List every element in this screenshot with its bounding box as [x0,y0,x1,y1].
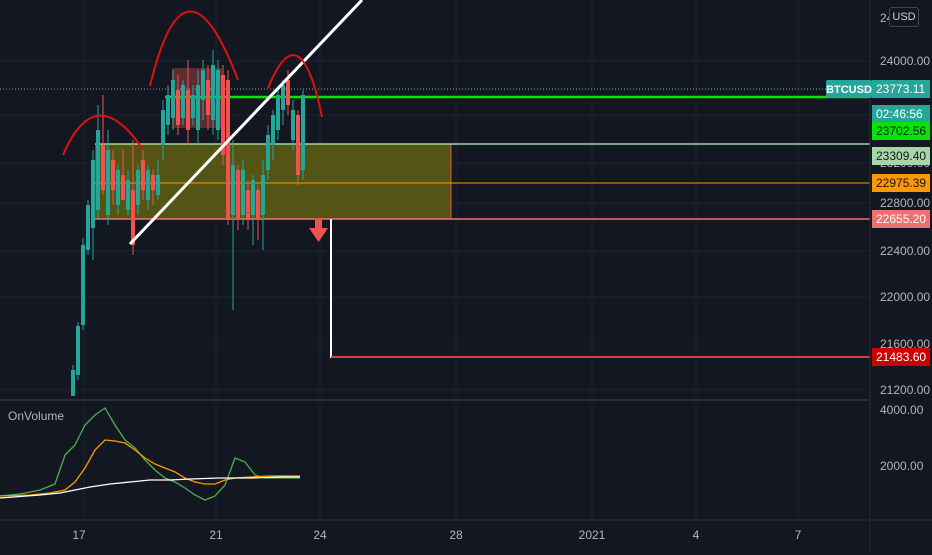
candle-body [261,175,265,215]
currency-button[interactable]: USD [889,7,919,27]
candle-body [136,170,140,205]
candle-body [301,95,305,170]
candle-body [181,85,185,118]
price-tick: 21200.00 [880,383,930,397]
green-line-tag [872,122,930,140]
price-tick: 22400.00 [880,244,930,258]
btcusd-tag [872,80,930,98]
zone-mid-tag [872,174,930,192]
volume-axis[interactable]: 4000.00 2000.00 [880,403,924,473]
candle-body [126,180,130,210]
candle-body [226,80,230,220]
candle-body [251,180,255,215]
time-tick: 24 [313,528,327,542]
volume-tick: 4000.00 [880,403,924,417]
candles[interactable] [71,50,305,396]
price-tick: 24000.00 [880,54,930,68]
candle-body [141,160,145,190]
target-value: 21483.60 [876,350,926,364]
time-tick: 17 [72,528,86,542]
time-axis[interactable]: 17 21 24 28 2021 4 7 [72,528,801,542]
candle-body [291,110,295,140]
candle-body [176,90,180,125]
candle-body [151,175,155,190]
candle-body [286,80,290,105]
candle-body [216,70,220,130]
zone-top-tag [872,147,930,165]
candle-body [171,80,175,118]
candle-body [121,175,125,200]
candle-body [146,170,150,200]
candle-body [296,115,300,175]
time-tick: 7 [795,528,802,542]
price-tick: 22800.00 [880,196,930,210]
candle-body [81,245,85,325]
right-shoulder-arc[interactable] [267,54,323,118]
candle-body [236,170,240,220]
volume-green-line [0,407,300,501]
down-arrow-icon [309,218,328,242]
candle-body [166,95,170,125]
grid [0,0,870,520]
candle-body [101,145,105,190]
head-arc[interactable] [149,10,239,87]
candle-body [266,135,270,170]
time-tick: 4 [693,528,700,542]
candle-body [231,165,235,215]
zone-bottom-value: 22655.20 [876,212,926,226]
volume-white-line [0,476,300,499]
candle-body [211,65,215,120]
left-shoulder-arc[interactable] [62,114,143,156]
candle-body [201,70,205,100]
candle-body [106,150,110,215]
candle-body [246,190,250,220]
time-tick: 21 [209,528,223,542]
target-tag [872,348,930,366]
zone-mid-value: 22975.39 [876,176,926,190]
symbol-label: BTCUSD [826,84,872,96]
symbol-badge [826,80,872,98]
candle-body [221,75,225,155]
candle-body [116,170,120,205]
volume-tick: 2000.00 [880,459,924,473]
candle-body [131,190,135,245]
price-tick: 22000.00 [880,290,930,304]
volume-orange-line [0,439,300,497]
candle-body [71,370,75,396]
trend-line[interactable] [128,0,364,246]
candle-body [91,160,95,228]
candle-body [111,160,115,190]
green-line-value: 23702.56 [876,124,926,138]
target-path-line[interactable] [330,219,870,358]
candle-body [196,85,200,130]
candle-body [256,190,260,220]
candle-body [161,110,165,145]
candle-body [281,85,285,110]
indicator-label: OnVolume [8,409,65,423]
btcusd-value: 23773.11 [876,82,925,96]
candle-body [241,170,245,215]
candle-body [276,95,280,130]
candle-body [206,80,210,115]
price-tags: BTCUSD 23773.11 02:46:56 23702.56 23309.40 22… [826,80,930,366]
price-tick: 21600.00 [880,337,930,351]
countdown-value: 02:46:56 [876,107,923,121]
zone-bottom-tag [872,210,930,228]
zone-top-value: 23309.40 [876,149,926,163]
countdown-tag [872,105,930,123]
candle-body [96,130,100,210]
candle-body [186,90,190,130]
candle-body [191,95,195,118]
candle-body [76,326,80,375]
time-tick: 28 [449,528,463,542]
time-tick: 2021 [579,528,606,542]
candle-body [86,205,90,250]
candle-body [271,115,275,145]
candle-body [156,175,160,195]
